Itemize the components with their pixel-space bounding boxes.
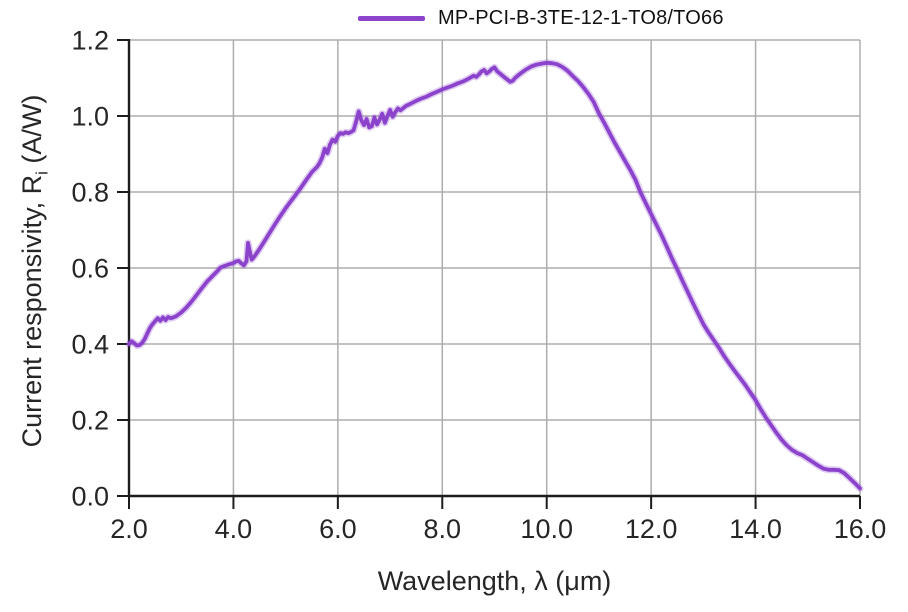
x-tick-label: 12.0 [625, 514, 678, 544]
legend: MP-PCI-B-3TE-12-1-TO8/TO66 [358, 4, 724, 32]
x-tick-label: 8.0 [424, 514, 462, 544]
y-tick-label: 0.6 [71, 254, 109, 284]
x-tick-label: 2.0 [110, 514, 148, 544]
y-tick-label: 1.2 [71, 26, 109, 56]
y-tick-label: 0.2 [71, 406, 109, 436]
y-tick-label: 0.8 [71, 178, 109, 208]
legend-series-label: MP-PCI-B-3TE-12-1-TO8/TO66 [438, 6, 724, 29]
x-axis-title: Wavelength, λ (μm) [377, 566, 612, 596]
series-line-halo [125, 59, 864, 492]
x-tick-label: 16.0 [834, 514, 887, 544]
x-tick-label: 4.0 [215, 514, 253, 544]
series-line [127, 60, 862, 491]
y-tick-label: 1.0 [71, 102, 109, 132]
x-tick-label: 6.0 [319, 514, 357, 544]
y-tick-label: 0.4 [71, 330, 109, 360]
x-tick-label: 10.0 [520, 514, 573, 544]
x-tick-label: 14.0 [729, 514, 782, 544]
y-tick-label: 0.0 [71, 482, 109, 512]
legend-line-swatch [358, 15, 425, 21]
